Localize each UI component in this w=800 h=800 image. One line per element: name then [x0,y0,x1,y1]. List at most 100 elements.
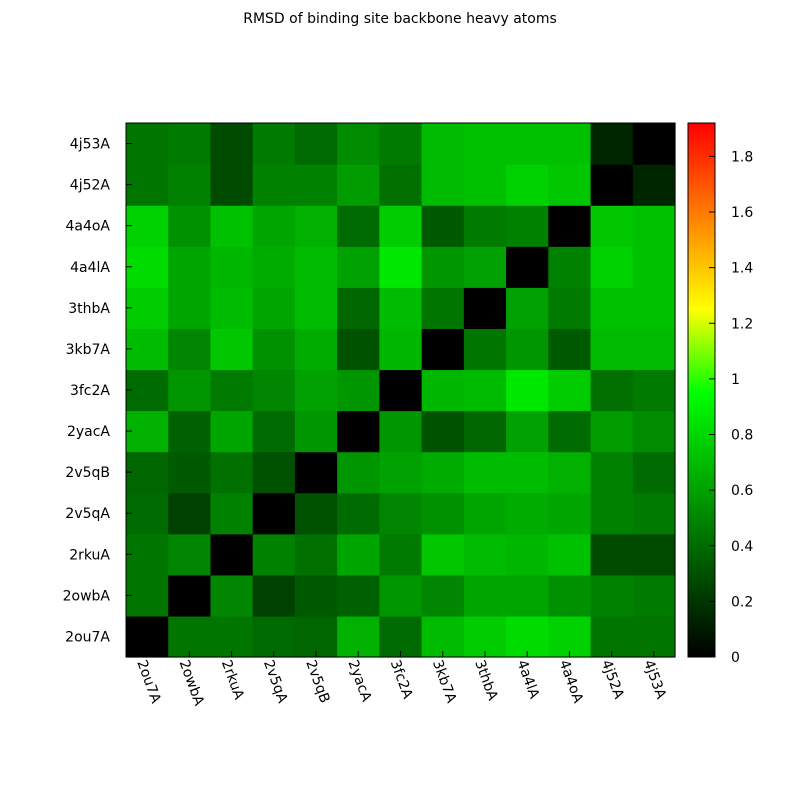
heatmap-cell [632,328,676,371]
heatmap-cell [168,369,212,412]
heatmap-cell [337,328,380,371]
heatmap-cell [463,451,507,494]
heatmap-cell [548,369,592,412]
heatmap-cell [506,574,549,617]
heatmap-cell [252,123,296,165]
heatmap-cell [168,615,212,658]
heatmap-cell [168,164,212,206]
y-axis-labels: 2ou7A 2owbA 2rkuA 2v5qA 2v5qB 2yacA 3fc2A 3kb7A… [63,137,132,645]
heatmap-cell [548,451,592,494]
heatmap-cell [379,615,423,658]
heatmap-cell [632,123,676,165]
heatmap-cell [590,451,634,494]
heatmap-cell [210,287,254,329]
heatmap-cell [337,164,380,206]
heatmap-cell [632,574,676,617]
heatmap-cell [506,287,549,329]
heatmap-cell [126,205,169,247]
y-tick-label: 4j53A [70,137,111,153]
heatmap-cell [463,574,507,617]
heatmap-cell [210,533,254,576]
heatmap-cell [126,533,169,576]
heatmap-cell [337,287,380,329]
x-tick-label: 3kb7A [429,658,459,706]
colorbar-tick-label: 1.6 [731,205,753,221]
heatmap-cell [337,205,380,247]
heatmap-cell [337,574,380,617]
heatmap-cell [294,123,338,165]
heatmap-cell [379,287,423,329]
heatmap-cell [506,328,549,371]
heatmap-cell [421,205,465,247]
heatmap-cell [210,328,254,371]
heatmap-cell [463,410,507,453]
heatmap-cell [294,574,338,617]
heatmap-cell [548,287,592,329]
heatmap-cell [126,369,169,412]
heatmap-cell [168,492,212,535]
heatmap-cell [210,410,254,453]
heatmap-cell [548,410,592,453]
heatmap-cell [337,615,380,658]
heatmap-cell [252,492,296,535]
heatmap-cell [337,246,380,288]
heatmap-cell [294,246,338,288]
heatmap-cell [168,533,212,576]
heatmap-cell [337,492,380,535]
heatmap-cell [421,615,465,658]
heatmap-cell [506,451,549,494]
heatmap-cell [252,246,296,288]
heatmap-cell [294,205,338,247]
heatmap-cell [632,410,676,453]
heatmap-cell [337,451,380,494]
heatmap-cell [294,369,338,412]
heatmap-cell [168,205,212,247]
heatmap-cell [210,164,254,206]
heatmap-cell [506,410,549,453]
y-tick-label: 4a4oA [65,219,110,235]
heatmap-cell [252,369,296,412]
heatmap-cell [548,574,592,617]
colorbar-tick-label: 1.4 [731,261,753,277]
heatmap-cell [294,287,338,329]
x-tick-label: 4j52A [598,658,627,702]
heatmap-cell [590,205,634,247]
heatmap-cell [463,615,507,658]
heatmap-cell [632,205,676,247]
heatmap-cell [548,205,592,247]
heatmap-cell [126,492,169,535]
heatmap-cell [506,533,549,576]
y-tick-label: 2v5qA [65,506,110,522]
heatmap-cell [421,451,465,494]
heatmap-cell [590,164,634,206]
heatmap-cell [632,369,676,412]
heatmap-cell [548,328,592,371]
heatmap-cell [421,492,465,535]
heatmap-cell [463,205,507,247]
heatmap-cell [294,451,338,494]
heatmap-cell [294,615,338,658]
heatmap-cell [463,287,507,329]
colorbar-tick-label: 0.6 [731,483,753,499]
heatmap-cell [252,574,296,617]
heatmap-cell [210,123,254,165]
x-tick-label: 4a4oA [556,658,586,706]
x-tick-label: 2rkuA [218,658,247,702]
heatmap-cell [379,164,423,206]
heatmap-cell [168,123,212,165]
x-tick-label: 4j53A [640,658,669,702]
heatmap-cell [590,328,634,371]
y-tick-label: 3thbA [68,301,110,317]
heatmap-cell [252,410,296,453]
y-tick-label: 2ou7A [65,629,110,645]
heatmap-cell [590,123,634,165]
heatmap-cell [294,410,338,453]
heatmap-cell [632,287,676,329]
x-axis-labels: 2ou7A 2owbA 2rkuA 2v5qA 2v5qB 2yacA 3fc2A 3kb7A… [133,651,669,708]
heatmap-cell [168,246,212,288]
heatmap-cell [210,246,254,288]
heatmap-cell [421,533,465,576]
heatmap-cell [421,328,465,371]
heatmap-cell [379,123,423,165]
